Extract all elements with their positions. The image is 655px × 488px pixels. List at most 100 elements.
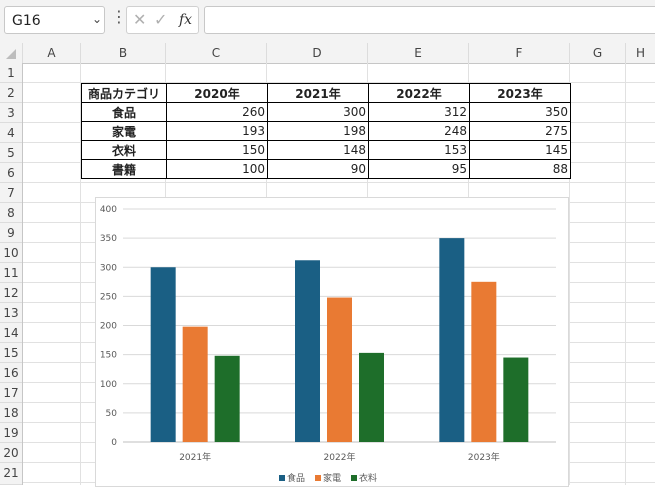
- table-cell[interactable]: 食品: [81, 102, 167, 122]
- legend-label: 家電: [323, 472, 341, 484]
- column-header-d[interactable]: D: [267, 43, 368, 63]
- close-icon[interactable]: ✕: [133, 10, 147, 29]
- table-cell[interactable]: 衣料: [81, 140, 167, 160]
- table-cell[interactable]: 家電: [81, 121, 167, 141]
- y-tick-label: 300: [100, 263, 117, 273]
- bar: [150, 267, 176, 442]
- legend-label: 衣料: [359, 472, 377, 484]
- column-header-c[interactable]: C: [166, 43, 267, 63]
- column-header-bar: A B C D E F G H: [0, 43, 655, 64]
- grid-line: [569, 63, 570, 485]
- row-header-9[interactable]: 9: [0, 223, 22, 243]
- row-header-17[interactable]: 17: [0, 383, 22, 403]
- column-header-b[interactable]: B: [81, 43, 166, 63]
- row-header-7[interactable]: 7: [0, 183, 22, 203]
- bar: [439, 238, 465, 442]
- y-tick-label: 150: [100, 351, 117, 361]
- column-header-h[interactable]: H: [635, 46, 646, 60]
- table-header-cell[interactable]: 2023年: [469, 83, 571, 103]
- y-tick-label: 50: [106, 409, 118, 419]
- column-header-g[interactable]: G: [570, 43, 626, 63]
- y-tick-label: 200: [100, 322, 117, 332]
- bar: [359, 352, 384, 442]
- column-header-e[interactable]: E: [368, 43, 469, 63]
- row-header-5[interactable]: 5: [0, 143, 22, 163]
- column-header-a[interactable]: A: [23, 43, 81, 63]
- formula-input[interactable]: [204, 6, 655, 34]
- row-header-15[interactable]: 15: [0, 343, 22, 363]
- table-row: 家電 193 198 248 275: [81, 121, 571, 141]
- table-cell[interactable]: 95: [368, 159, 470, 179]
- bar: [214, 355, 240, 442]
- table-cell[interactable]: 260: [166, 102, 268, 122]
- table-cell[interactable]: 193: [166, 121, 268, 141]
- column-header-f[interactable]: F: [469, 43, 570, 63]
- row-header-14[interactable]: 14: [0, 323, 22, 343]
- bar: [295, 260, 320, 442]
- table-cell[interactable]: 100: [166, 159, 268, 179]
- row-header-3[interactable]: 3: [0, 103, 22, 123]
- select-all-corner[interactable]: [0, 43, 23, 63]
- x-tick-label: 2023年: [468, 451, 500, 463]
- x-tick-label: 2021年: [179, 451, 211, 463]
- table-header-cell[interactable]: 2020年: [166, 83, 268, 103]
- name-box[interactable]: G16 ⌄: [4, 6, 105, 34]
- table-cell[interactable]: 275: [469, 121, 571, 141]
- table-header-cell[interactable]: 2021年: [267, 83, 369, 103]
- select-all-icon: [6, 49, 16, 59]
- more-options-icon[interactable]: ⋮: [111, 7, 127, 26]
- bar: [471, 281, 497, 442]
- legend-label: 食品: [287, 472, 305, 484]
- name-box-value: G16: [12, 13, 41, 29]
- row-header-16[interactable]: 16: [0, 363, 22, 383]
- table-cell[interactable]: 312: [368, 102, 470, 122]
- row-header-18[interactable]: 18: [0, 403, 22, 423]
- table-row: 食品 260 300 312 350: [81, 102, 571, 122]
- grid-line: [23, 182, 655, 183]
- row-header-10[interactable]: 10: [0, 243, 22, 263]
- table-cell[interactable]: 148: [267, 140, 369, 160]
- y-tick-label: 0: [111, 438, 117, 448]
- legend-swatch: [315, 475, 321, 481]
- table-cell[interactable]: 153: [368, 140, 470, 160]
- grid-line: [80, 63, 81, 485]
- bar: [182, 326, 208, 442]
- chart-canvas: 0 50 100 150 200 250 300 350 400 2021年 2022年 2023年食…: [100, 205, 556, 484]
- bar: [503, 357, 529, 442]
- table-cell[interactable]: 88: [469, 159, 571, 179]
- table-cell[interactable]: 350: [469, 102, 571, 122]
- formula-buttons: ✕ ✓ fx: [126, 6, 199, 34]
- row-header-19[interactable]: 19: [0, 423, 22, 443]
- check-icon[interactable]: ✓: [154, 10, 168, 29]
- formula-bar: G16 ⌄ ⋮ ✕ ✓ fx: [0, 0, 655, 44]
- table-cell[interactable]: 書籍: [81, 159, 167, 179]
- x-tick-label: 2022年: [324, 451, 356, 463]
- table-cell[interactable]: 145: [469, 140, 571, 160]
- row-header-20[interactable]: 20: [0, 443, 22, 463]
- y-tick-label: 250: [100, 292, 117, 302]
- table-header-cell[interactable]: 2022年: [368, 83, 470, 103]
- table-row: 書籍 100 90 95 88: [81, 159, 571, 179]
- table-cell[interactable]: 198: [267, 121, 369, 141]
- row-header-1[interactable]: 1: [0, 63, 22, 83]
- insert-function-icon[interactable]: fx: [179, 12, 193, 28]
- bar-chart[interactable]: 0 50 100 150 200 250 300 350 400 2021年 2022年 2023年食…: [95, 197, 569, 487]
- row-header-12[interactable]: 12: [0, 283, 22, 303]
- row-header-11[interactable]: 11: [0, 263, 22, 283]
- table-cell[interactable]: 248: [368, 121, 470, 141]
- table-cell[interactable]: 300: [267, 102, 369, 122]
- row-header-6[interactable]: 6: [0, 163, 22, 183]
- row-header-4[interactable]: 4: [0, 123, 22, 143]
- table-cell[interactable]: 90: [267, 159, 369, 179]
- table-header-cell[interactable]: 商品カテゴリ: [81, 83, 167, 103]
- row-header-13[interactable]: 13: [0, 303, 22, 323]
- legend-swatch: [351, 475, 357, 481]
- table-header-row: 商品カテゴリ 2020年 2021年 2022年 2023年: [81, 83, 571, 103]
- chevron-down-icon[interactable]: ⌄: [91, 12, 102, 26]
- row-header-8[interactable]: 8: [0, 203, 22, 223]
- y-tick-label: 350: [100, 234, 117, 244]
- table-cell[interactable]: 150: [166, 140, 268, 160]
- row-header-2[interactable]: 2: [0, 83, 22, 103]
- row-header-21[interactable]: 21: [0, 463, 22, 485]
- y-tick-label: 100: [100, 380, 117, 390]
